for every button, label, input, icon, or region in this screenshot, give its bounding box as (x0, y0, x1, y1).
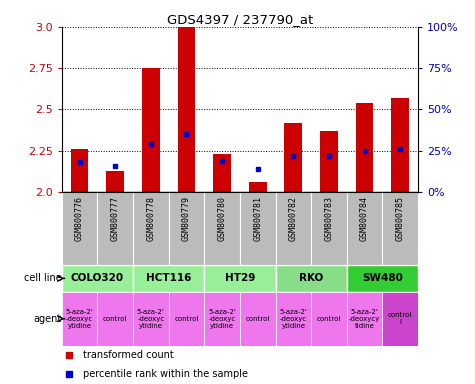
Bar (71, 149, 88, 192)
Bar (320, 131, 338, 192)
Bar (347, 292, 382, 346)
Text: HT29: HT29 (225, 273, 255, 283)
Bar (204, 192, 240, 265)
Text: 5-aza-2'
-deoxyc
ytidine: 5-aza-2' -deoxyc ytidine (279, 309, 307, 329)
Bar (204, 265, 276, 292)
Bar (276, 265, 347, 292)
Bar (169, 292, 204, 346)
Text: transformed count: transformed count (83, 350, 174, 360)
Bar (249, 182, 266, 192)
Bar (142, 68, 160, 192)
Bar (62, 292, 97, 346)
Text: control
l: control l (388, 312, 412, 325)
Text: 5-aza-2'
-deoxycy
tidine: 5-aza-2' -deoxycy tidine (349, 309, 380, 329)
Text: control: control (246, 316, 270, 322)
Bar (347, 192, 382, 265)
Bar (106, 170, 124, 192)
Bar (276, 292, 311, 346)
Text: 5-aza-2'
-deoxyc
ytidine: 5-aza-2' -deoxyc ytidine (66, 309, 94, 329)
Bar (347, 265, 418, 292)
Text: percentile rank within the sample: percentile rank within the sample (83, 369, 248, 379)
Text: GSM800782: GSM800782 (289, 196, 298, 241)
Text: 5-aza-2'
-deoxyc
ytidine: 5-aza-2' -deoxyc ytidine (208, 309, 236, 329)
Text: RKO: RKO (299, 273, 323, 283)
Bar (213, 154, 231, 192)
Text: 5-aza-2'
-deoxyc
ytidine: 5-aza-2' -deoxyc ytidine (137, 309, 165, 329)
Bar (169, 192, 204, 265)
Bar (240, 192, 276, 265)
Bar (97, 192, 133, 265)
Text: cell line: cell line (24, 273, 62, 283)
Text: GSM800785: GSM800785 (396, 196, 405, 241)
Bar (133, 292, 169, 346)
Bar (62, 192, 97, 265)
Bar (382, 292, 418, 346)
Text: GSM800778: GSM800778 (146, 196, 155, 241)
Text: COLO320: COLO320 (71, 273, 124, 283)
Bar (356, 103, 373, 192)
Bar (62, 265, 133, 292)
Bar (391, 98, 409, 192)
Bar (285, 122, 302, 192)
Text: GSM800784: GSM800784 (360, 196, 369, 241)
Bar (204, 292, 240, 346)
Text: GSM800783: GSM800783 (324, 196, 333, 241)
Bar (133, 192, 169, 265)
Text: control: control (103, 316, 127, 322)
Bar (97, 292, 133, 346)
Text: SW480: SW480 (362, 273, 403, 283)
Text: GSM800779: GSM800779 (182, 196, 191, 241)
Bar (382, 192, 418, 265)
Bar (311, 192, 347, 265)
Text: control: control (174, 316, 199, 322)
Bar (311, 292, 347, 346)
Bar (178, 27, 195, 192)
Bar (133, 265, 204, 292)
Text: agent: agent (34, 314, 62, 324)
Text: GSM800776: GSM800776 (75, 196, 84, 241)
Text: GSM800777: GSM800777 (111, 196, 120, 241)
Text: GSM800780: GSM800780 (218, 196, 227, 241)
Bar (276, 192, 311, 265)
Text: control: control (317, 316, 341, 322)
Title: GDS4397 / 237790_at: GDS4397 / 237790_at (167, 13, 313, 26)
Text: GSM800781: GSM800781 (253, 196, 262, 241)
Bar (240, 292, 276, 346)
Text: HCT116: HCT116 (146, 273, 191, 283)
